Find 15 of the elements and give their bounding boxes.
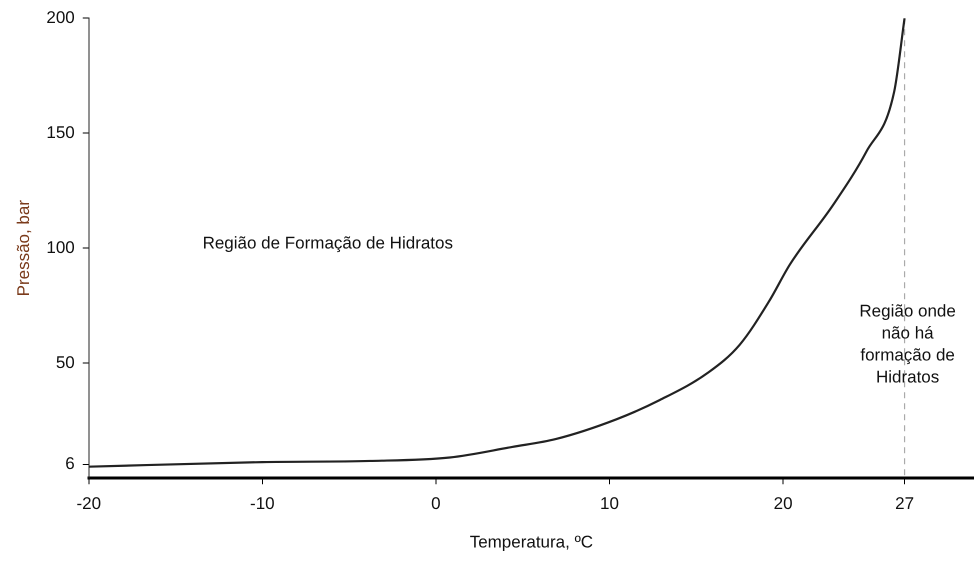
x-tick-label: -20 bbox=[76, 494, 102, 514]
y-tick-label: 6 bbox=[65, 454, 75, 474]
y-axis-title: Pressão, bar bbox=[14, 200, 33, 296]
y-tick-label: 150 bbox=[46, 122, 75, 142]
x-tick-label: 20 bbox=[774, 494, 793, 514]
x-tick-label: 0 bbox=[431, 494, 441, 514]
x-tick-label: 27 bbox=[895, 494, 914, 514]
x-tick-label: -10 bbox=[250, 494, 275, 514]
y-tick-label: 50 bbox=[56, 352, 75, 372]
y-tick-label: 200 bbox=[46, 8, 75, 27]
x-tick-label: 10 bbox=[600, 494, 619, 514]
annotation: Região onde não há formação de Hidratos bbox=[859, 301, 956, 386]
x-axis-title: Temperatura, ºC bbox=[470, 532, 594, 552]
y-tick-label: 100 bbox=[46, 238, 75, 257]
annotation: Região de Formação de Hidratos bbox=[202, 233, 453, 252]
